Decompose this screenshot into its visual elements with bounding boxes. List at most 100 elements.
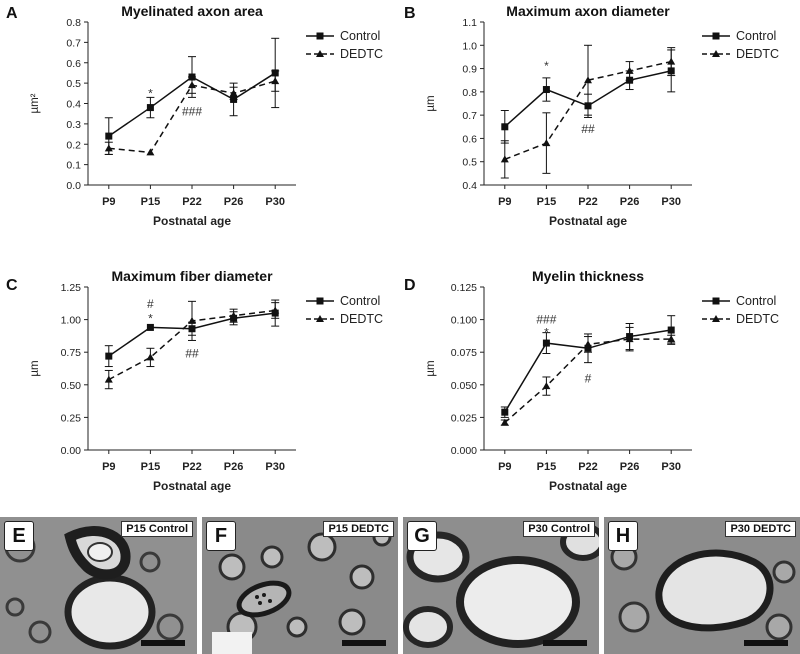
chart-panel-d: D Myelin thickness 0.000 0.025 0.050 0.075 0.1… xyxy=(404,268,779,493)
significance-marker: * xyxy=(148,86,153,100)
series-control xyxy=(104,37,280,155)
y-tick-label: 0.4 xyxy=(462,180,477,192)
x-tick-label: P9 xyxy=(102,196,115,208)
x-tick-label: P22 xyxy=(182,461,202,473)
x-axis-label: Postnatal age xyxy=(549,214,627,228)
data-point-dedtc xyxy=(667,335,676,343)
x-tick-label: P26 xyxy=(224,196,244,208)
chart-title: Maximum axon diameter xyxy=(506,3,670,19)
chart-figure: A Myelinated axon area0.00.10.20.30.40.50… xyxy=(6,3,779,493)
y-tick-label: 0.8 xyxy=(462,87,477,99)
x-tick-label: P22 xyxy=(578,196,598,208)
data-point-dedtc xyxy=(584,76,592,84)
data-point-dedtc xyxy=(146,353,155,361)
legend-marker-dedtc xyxy=(712,50,720,57)
data-point-dedtc xyxy=(625,66,634,74)
y-tick-label: 0.00 xyxy=(61,445,82,457)
significance-marker: * xyxy=(544,326,549,340)
scale-bar xyxy=(141,640,185,646)
data-point-dedtc xyxy=(188,316,196,324)
data-point-dedtc xyxy=(584,340,592,348)
x-axis-label: Postnatal age xyxy=(153,214,231,228)
y-tick-label: 1.25 xyxy=(61,282,82,294)
x-tick-label: P22 xyxy=(182,196,202,208)
data-point-dedtc xyxy=(104,375,113,383)
scale-bar xyxy=(543,640,587,646)
data-point-dedtc xyxy=(542,382,551,390)
y-tick-label: 1.1 xyxy=(462,17,477,29)
y-tick-label: 0.25 xyxy=(61,412,82,424)
x-tick-label: P30 xyxy=(265,196,285,208)
legend-marker-control xyxy=(712,297,720,305)
x-tick-label: P30 xyxy=(661,461,681,473)
y-tick-label: 0.7 xyxy=(462,110,477,122)
y-tick-label: 0.025 xyxy=(451,412,477,424)
significance-marker: # xyxy=(585,371,592,385)
y-tick-label: 0.5 xyxy=(462,157,477,169)
series-dedtc xyxy=(500,44,676,179)
significance-marker: ### xyxy=(182,105,202,119)
x-tick-label: P30 xyxy=(265,461,285,473)
x-tick-label: P15 xyxy=(537,196,557,208)
micrograph-p30-control: G P30 Control xyxy=(403,517,599,654)
x-tick-label: P15 xyxy=(141,461,161,473)
y-tick-label: 0.125 xyxy=(451,282,477,294)
data-point-dedtc xyxy=(229,311,238,319)
x-tick-label: P22 xyxy=(578,461,598,473)
panel-letter: A xyxy=(6,5,18,22)
chart-title: Myelin thickness xyxy=(532,268,644,284)
legend-label-dedtc: DEDTC xyxy=(736,47,779,61)
legend-label-dedtc: DEDTC xyxy=(736,312,779,326)
legend-marker-dedtc xyxy=(712,315,720,322)
legend-marker-control xyxy=(712,32,720,40)
data-point-control xyxy=(146,104,154,112)
legend-marker-control xyxy=(316,297,324,305)
x-axis-label: Postnatal age xyxy=(153,479,231,493)
data-point-dedtc xyxy=(625,335,634,343)
y-tick-label: 0.5 xyxy=(66,78,81,90)
data-point-control xyxy=(146,323,154,331)
panel-letter: C xyxy=(6,277,18,294)
x-tick-label: P15 xyxy=(537,461,557,473)
chart-panel-b: B Maximum axon diameter 0.4 0.5 0.6 0.7 0.8 0.9… xyxy=(404,3,779,228)
y-tick-label: 0.3 xyxy=(66,119,81,131)
data-point-control xyxy=(667,326,675,334)
series-control xyxy=(500,315,676,418)
legend-marker-dedtc xyxy=(316,50,324,57)
y-tick-label: 0.75 xyxy=(61,347,82,359)
legend-label-control: Control xyxy=(340,29,380,43)
y-tick-label: 0.100 xyxy=(451,315,477,327)
legend-label-dedtc: DEDTC xyxy=(340,47,383,61)
y-tick-label: 0.9 xyxy=(462,64,477,76)
x-tick-label: P30 xyxy=(661,196,681,208)
y-tick-label: 0.6 xyxy=(66,58,81,70)
y-tick-label: 1.00 xyxy=(61,315,82,327)
x-tick-label: P9 xyxy=(102,461,115,473)
significance-marker: # xyxy=(147,297,154,311)
x-tick-label: P26 xyxy=(620,196,640,208)
x-tick-label: P15 xyxy=(141,196,161,208)
data-point-dedtc xyxy=(104,144,113,152)
y-tick-label: 0.050 xyxy=(451,380,477,392)
micrograph-p15-dedtc: F P15 DEDTC xyxy=(202,517,398,654)
y-tick-label: 0.6 xyxy=(462,133,477,145)
data-point-dedtc xyxy=(667,57,676,65)
series-dedtc xyxy=(500,326,676,426)
x-axis-label: Postnatal age xyxy=(549,479,627,493)
panel-letter: D xyxy=(404,277,416,294)
series-dedtc xyxy=(104,70,280,156)
data-point-dedtc xyxy=(229,89,238,97)
micrograph-label: P30 Control xyxy=(523,521,595,537)
panel-letter: B xyxy=(404,5,416,22)
legend: Control DEDTC xyxy=(702,294,779,326)
legend: Control DEDTC xyxy=(306,29,383,61)
chart-title: Myelinated axon area xyxy=(121,3,263,19)
significance-marker: ### xyxy=(536,313,556,327)
data-point-control xyxy=(501,408,509,416)
y-tick-label: 0.000 xyxy=(451,445,477,457)
y-tick-label: 0.4 xyxy=(66,99,81,111)
panel-letter: F xyxy=(206,521,236,551)
y-axis-label: µm² xyxy=(29,93,41,113)
y-tick-label: 0.7 xyxy=(66,37,81,49)
y-tick-label: 0.075 xyxy=(451,347,477,359)
